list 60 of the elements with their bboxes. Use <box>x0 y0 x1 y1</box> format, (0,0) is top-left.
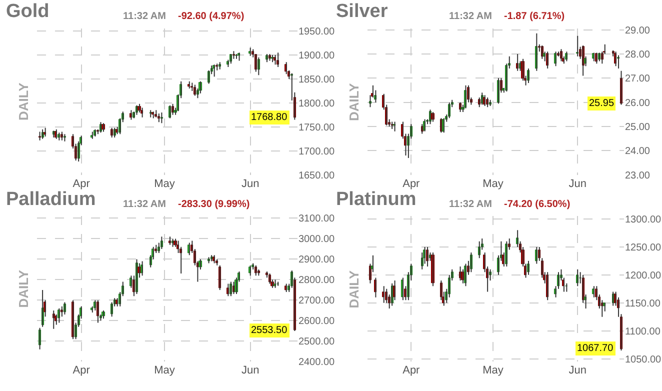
x-tick-label: Jun <box>568 364 586 377</box>
y-tick-label: 1050.00 <box>624 354 662 366</box>
y-tick-label: 23.00 <box>624 170 650 182</box>
y-tick-label: 26.00 <box>624 98 650 109</box>
annotation: 1768.80 <box>251 112 288 123</box>
x-tick-label: Apr <box>402 364 420 377</box>
text: -92.60 (4.97%) <box>178 11 244 22</box>
y-tick-label: 1100.00 <box>624 326 661 338</box>
text: 11:32 AM <box>123 199 166 210</box>
text: -283.30 (9.99%) <box>178 199 250 210</box>
chart-title: Palladium <box>6 189 96 210</box>
y-tick-label: 1200.00 <box>624 270 662 282</box>
chart-title: Gold <box>6 1 50 22</box>
y-tick-label: 1950.00 <box>298 26 336 38</box>
y-tick-label: 2400.00 <box>298 357 336 368</box>
y-tick-label: 3100.00 <box>298 214 336 225</box>
y-tick-label: 2600.00 <box>298 316 336 328</box>
x-tick-label: Apr <box>72 178 90 190</box>
y-tick-label: 25.00 <box>624 122 650 134</box>
x-tick-label: May <box>154 364 176 377</box>
text: 11:32 AM <box>449 11 492 22</box>
x-tick-label: Apr <box>402 178 420 190</box>
y-tick-label: 1300.00 <box>624 214 662 226</box>
annotation: 1067.70 <box>577 343 614 354</box>
annotation: 2553.50 <box>251 325 288 336</box>
y-tick-label: 2500.00 <box>298 336 336 348</box>
y-tick-label: 24.00 <box>624 146 650 158</box>
y-tick-label: 3000.00 <box>298 234 336 246</box>
y-tick-label: 2700.00 <box>298 296 336 307</box>
y-tick-label: 1800.00 <box>298 98 336 110</box>
y-axis-title: DAILY <box>346 82 362 122</box>
chart-title: Silver <box>336 1 388 22</box>
y-tick-label: 27.00 <box>624 74 650 85</box>
annotation: 25.95 <box>589 98 614 109</box>
y-tick-label: 2900.00 <box>298 254 336 266</box>
y-tick-label: 1650.00 <box>298 170 336 182</box>
x-tick-label: May <box>482 178 504 190</box>
x-tick-label: Jun <box>241 178 260 190</box>
y-tick-label: 1150.00 <box>624 298 661 310</box>
y-tick-label: 1900.00 <box>298 50 336 62</box>
y-axis-title: DAILY <box>16 82 32 121</box>
y-tick-label: 28.00 <box>624 49 650 60</box>
text: -74.20 (6.50%) <box>504 199 570 210</box>
y-axis-title: DAILY <box>346 270 362 308</box>
text: 11:32 AM <box>449 199 492 210</box>
y-tick-label: 1250.00 <box>624 242 662 254</box>
x-tick-label: Jun <box>568 178 586 190</box>
y-tick-label: 1850.00 <box>298 74 336 86</box>
chart-title: Platinum <box>336 189 416 210</box>
x-tick-label: May <box>154 178 176 190</box>
y-tick-label: 1750.00 <box>298 122 336 134</box>
y-tick-label: 2800.00 <box>298 275 336 286</box>
y-tick-label: 1700.00 <box>298 146 336 158</box>
text: -1.87 (6.71%) <box>504 11 565 22</box>
text: 11:32 AM <box>123 11 166 22</box>
x-tick-label: Apr <box>72 364 90 377</box>
y-axis-title: DAILY <box>16 270 31 308</box>
y-tick-label: 29.00 <box>624 25 650 36</box>
x-tick-label: Jun <box>241 364 260 377</box>
x-tick-label: May <box>482 364 504 377</box>
